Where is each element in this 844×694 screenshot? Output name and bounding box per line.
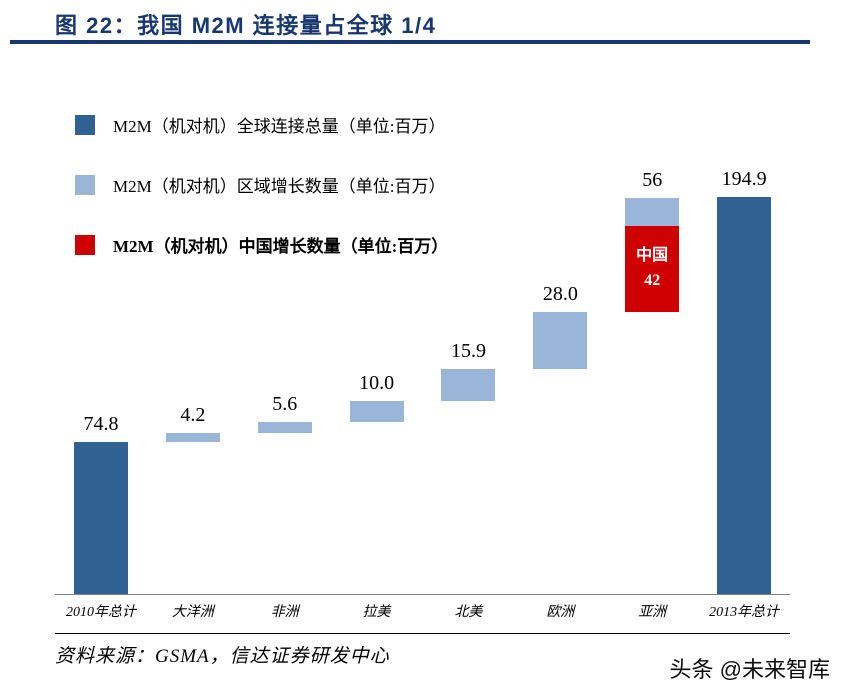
x-label-欧洲: 欧洲 [546,605,575,620]
legend-swatch [75,234,95,255]
x-label-非洲: 非洲 [270,605,299,620]
x-label-大洋洲: 大洋洲 [171,605,214,620]
footer-divider [55,633,790,634]
value-label-2013年总计: 194.9 [721,168,767,190]
figure-title: 图 22：我国 M2M 连接量占全球 1/4 [55,13,437,38]
x-axis: 2010年总计 大洋洲 非洲 拉美 北美 欧洲 亚洲 2013年总计 [55,601,790,625]
bar-非洲 [257,421,312,434]
value-label-拉美: 10.0 [359,372,395,395]
legend-label: M2M（机对机）中国增长数量（单位:百万） [113,237,449,256]
x-label-北美: 北美 [454,605,483,620]
bar-segment-china-亚洲: 中国 42 [625,226,680,312]
value-label-欧洲: 28.0 [542,282,578,305]
value-label-非洲: 5.6 [272,392,298,415]
bar-拉美 [349,401,404,422]
bar-亚洲 [625,197,680,227]
china-segment-label: 中国 [636,247,669,265]
bar-大洋洲 [165,433,220,442]
source-note: 资料来源：GSMA，信达证券研发中心 [55,646,390,667]
bar-2010年总计 [73,441,128,594]
title-underline [10,40,810,44]
x-label-亚洲: 亚洲 [638,605,667,620]
x-label-2010年总计: 2010年总计 [65,605,136,620]
legend-item-0: M2M（机对机）全球连接总量（单位:百万） [75,112,448,137]
legend-swatch [75,114,95,135]
value-label-大洋洲: 4.2 [180,404,206,427]
bar-北美 [441,368,496,402]
legend-swatch [75,174,95,195]
waterfall-chart: 74.8 4.2 5.6 10.0 15.9 28.0 中国 42 56 194.9 [55,160,790,595]
value-label-2010年总计: 74.8 [83,412,119,435]
legend-label: M2M（机对机）全球连接总量（单位:百万） [113,117,446,136]
watermark: 头条 @未来智库 [669,657,830,682]
chart-legend: M2M（机对机）全球连接总量（单位:百万） M2M（机对机）区域增长数量（单位:百… [75,112,448,257]
legend-item-1: M2M（机对机）区域增长数量（单位:百万） [75,172,448,197]
china-segment-value: 42 [644,272,661,290]
value-label-北美: 15.9 [450,339,486,362]
bar-欧洲 [533,311,588,369]
x-label-拉美: 拉美 [362,605,391,620]
legend-label: M2M（机对机）区域增长数量（单位:百万） [113,177,446,196]
bar-2013年总计 [717,197,772,594]
value-label-亚洲: 56 [642,168,663,191]
legend-item-2: M2M（机对机）中国增长数量（单位:百万） [75,232,448,257]
x-label-2013年总计: 2013年总计 [709,605,780,620]
